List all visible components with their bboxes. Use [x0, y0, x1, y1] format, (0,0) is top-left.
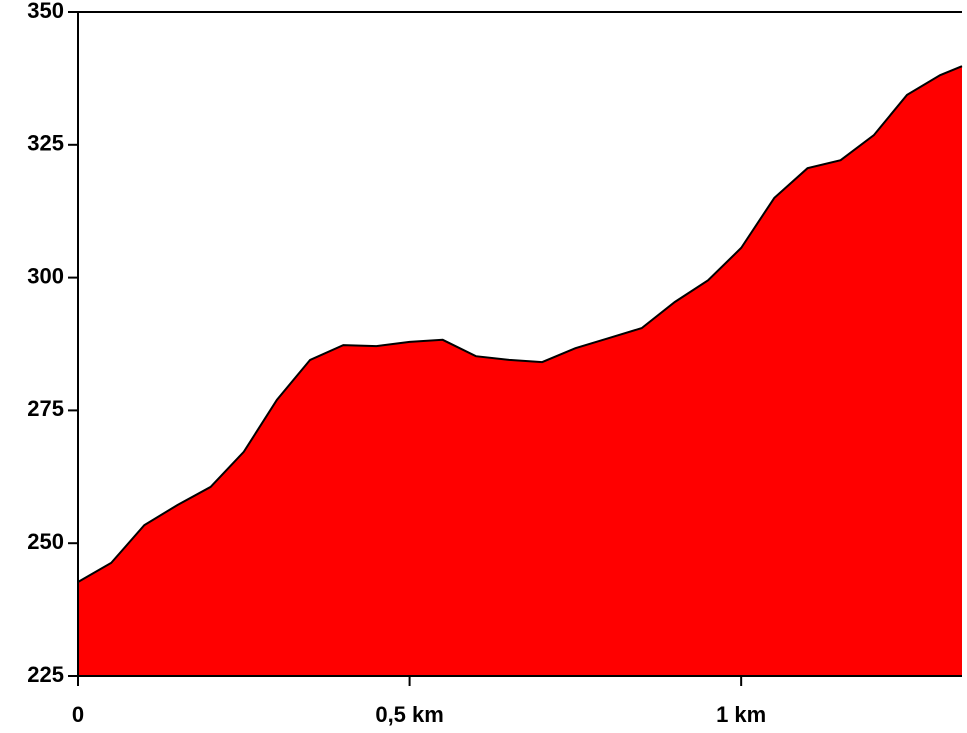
area — [78, 66, 962, 676]
area-outline — [77, 65, 963, 583]
x-tick-label: 1 km — [716, 702, 766, 727]
y-tick-label: 325 — [27, 131, 64, 156]
y-tick-label: 225 — [27, 662, 64, 687]
x-tick-label: 0 — [72, 702, 84, 727]
y-tick-label: 275 — [27, 396, 64, 421]
y-tick-label: 300 — [27, 263, 64, 288]
y-tick-label: 250 — [27, 529, 64, 554]
x-tick-label: 0,5 km — [375, 702, 444, 727]
y-tick-label: 350 — [27, 0, 64, 23]
